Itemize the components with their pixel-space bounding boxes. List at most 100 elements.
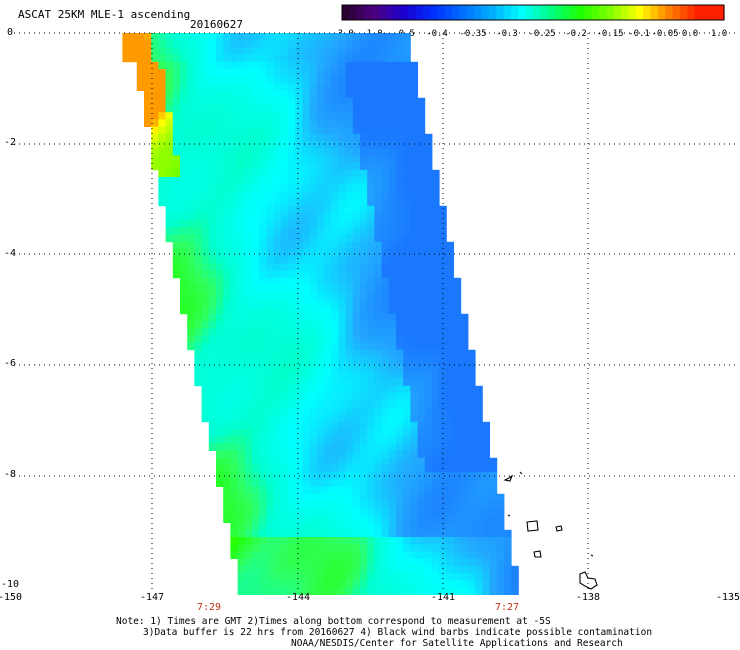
- swath-cell: [266, 349, 274, 358]
- swath-cell: [295, 573, 303, 581]
- swath-cell: [252, 537, 260, 545]
- swath-cell: [259, 299, 267, 307]
- swath-cell: [432, 573, 440, 581]
- swath-cell: [453, 349, 462, 358]
- swath-cell: [223, 493, 231, 502]
- swath-cell: [208, 378, 217, 387]
- swath-cell: [374, 306, 382, 315]
- swath-cell: [288, 472, 296, 480]
- swath-cell: [273, 256, 282, 264]
- swath-cell: [460, 371, 469, 379]
- swath-cell: [273, 501, 282, 509]
- swath-cell: [388, 47, 397, 55]
- swath-cell: [496, 537, 505, 545]
- swath-cell: [352, 205, 361, 214]
- swath-cell: [187, 69, 195, 77]
- swath-cell: [309, 177, 318, 185]
- swath-cell: [187, 90, 195, 99]
- swath-cell: [352, 191, 361, 199]
- swath-cell: [216, 184, 224, 192]
- swath-cell: [309, 285, 318, 293]
- swath-cell: [180, 263, 188, 271]
- swath-cell: [468, 400, 476, 408]
- swath-cell: [468, 457, 476, 466]
- swath-cell: [230, 364, 238, 372]
- swath-cell: [280, 299, 289, 307]
- swath-cell: [208, 429, 217, 437]
- swath-cell: [381, 148, 390, 156]
- swath-cell: [338, 580, 346, 588]
- swath-cell: [403, 587, 411, 595]
- swath-cell: [252, 133, 260, 142]
- swath-cell: [129, 40, 138, 48]
- swath-cell: [295, 486, 303, 495]
- swath-cell: [280, 76, 289, 84]
- swath-cell: [352, 249, 361, 257]
- swath-cell: [424, 508, 433, 516]
- swath-cell: [252, 198, 260, 207]
- swath-cell: [216, 54, 224, 63]
- swath-cell: [439, 450, 447, 459]
- swath-cell: [432, 335, 440, 343]
- swath-cell: [280, 328, 289, 336]
- swath-cell: [316, 321, 325, 329]
- swath-cell: [259, 349, 267, 358]
- swath-cell: [151, 33, 159, 41]
- swath-cell: [352, 515, 361, 523]
- swath-cell: [252, 558, 260, 567]
- swath-cell: [417, 198, 426, 207]
- swath-cell: [424, 277, 433, 286]
- swath-cell: [302, 33, 310, 41]
- swath-cell: [216, 241, 224, 250]
- swath-cell: [374, 119, 382, 127]
- swath-cell: [482, 443, 490, 451]
- swath-cell: [309, 155, 318, 163]
- colorbar-swatch: [488, 5, 497, 20]
- swath-cell: [230, 342, 238, 351]
- swath-cell: [280, 69, 289, 77]
- swath-cell: [266, 443, 274, 451]
- swath-cell: [352, 436, 361, 444]
- swath-cell: [482, 486, 490, 495]
- swath-cell: [259, 472, 267, 480]
- swath-cell: [352, 133, 361, 142]
- swath-cell: [360, 148, 368, 156]
- swath-cell: [338, 321, 346, 329]
- swath-cell: [187, 256, 195, 264]
- swath-cell: [396, 349, 404, 358]
- swath-cell: [244, 292, 253, 300]
- swath-cell: [266, 299, 274, 307]
- swath-cell: [165, 198, 174, 207]
- swath-cell: [475, 565, 483, 574]
- swath-cell: [352, 69, 361, 77]
- swath-cell: [396, 558, 404, 567]
- swath-cell: [208, 292, 217, 300]
- swath-cell: [316, 277, 325, 286]
- swath-cell: [345, 105, 354, 113]
- y-tick-label: 0: [7, 27, 14, 38]
- swath-cell: [144, 54, 152, 63]
- swath-cell: [453, 393, 462, 401]
- swath-cell: [180, 285, 188, 293]
- swath-cell: [496, 501, 505, 509]
- swath-cell: [331, 335, 339, 343]
- swath-cell: [288, 580, 296, 588]
- swath-cell: [417, 558, 426, 567]
- swath-cell: [439, 277, 447, 286]
- swath-cell: [345, 177, 354, 185]
- swath-cell: [324, 177, 332, 185]
- swath-cell: [432, 429, 440, 437]
- swath-cell: [388, 515, 397, 523]
- swath-cell: [309, 105, 318, 113]
- swath-cell: [374, 263, 382, 271]
- swath-cell: [252, 155, 260, 163]
- swath-cell: [158, 191, 166, 199]
- swath-cell: [180, 277, 188, 286]
- swath-cell: [208, 90, 217, 99]
- swath-cell: [338, 450, 346, 459]
- swath-cell: [345, 126, 354, 135]
- swath-cell: [338, 407, 346, 415]
- swath-cell: [381, 162, 390, 171]
- swath-cell: [345, 256, 354, 264]
- swath-cell: [223, 378, 231, 387]
